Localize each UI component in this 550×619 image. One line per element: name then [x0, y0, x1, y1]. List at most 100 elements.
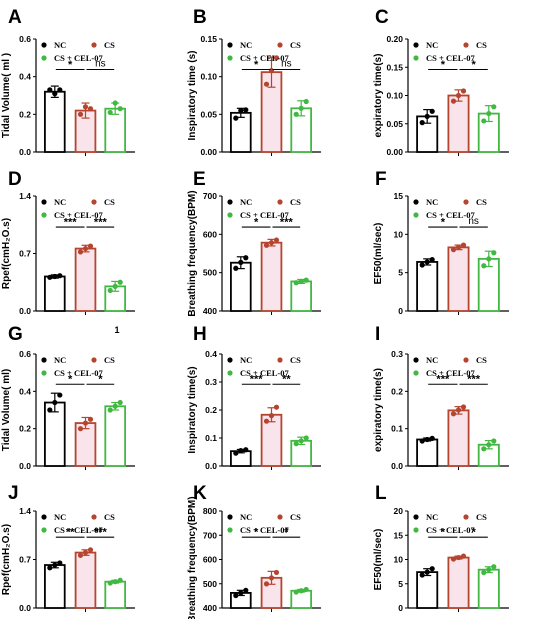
data-point [117, 577, 123, 583]
y-tick-label: 0.0 [391, 461, 403, 471]
data-point [107, 580, 113, 586]
data-point [460, 88, 467, 94]
bar [104, 405, 127, 467]
data-point [87, 106, 94, 112]
data-point [273, 55, 280, 61]
data-point [117, 279, 123, 285]
significance-label: * [98, 374, 103, 386]
y-axis-label: Breathing frequency(BPM) [187, 496, 198, 619]
y-tick-label: 0.0 [19, 147, 31, 157]
y-axis-label: Rpef(cmH₂O.s) [1, 218, 12, 289]
data-point [233, 115, 239, 121]
significance-label: *** [64, 217, 78, 229]
panel-letter: F [375, 169, 387, 190]
data-point [298, 588, 304, 594]
legend-marker [413, 357, 419, 363]
y-axis-label: Inspiratory time(s) [187, 366, 198, 453]
legend-marker [41, 370, 47, 376]
data-point [57, 87, 63, 93]
figure-stray-label: 1 [114, 325, 119, 335]
legend-label: CS [104, 355, 115, 365]
data-point [263, 418, 270, 424]
y-tick-label: 700 [203, 191, 217, 201]
data-point [450, 556, 457, 562]
data-point [82, 245, 89, 252]
legend-label: NC [54, 512, 66, 522]
data-point [424, 259, 430, 265]
legend-marker [463, 42, 469, 48]
y-axis-label: Tidal Volume( ml) [1, 369, 12, 451]
significance-label: * [254, 59, 259, 71]
legend-label: CS [476, 355, 487, 365]
legend-marker [277, 514, 283, 520]
data-point [460, 553, 467, 559]
legend-marker [41, 55, 47, 61]
y-axis-label: expiratory time(s) [373, 368, 384, 452]
legend-label: CS + CEL-07 [240, 53, 290, 63]
legend-label: NC [54, 197, 66, 207]
data-point [419, 262, 425, 268]
y-axis-label: Breathing frequency(BPM) [187, 190, 198, 316]
data-point [298, 105, 304, 111]
data-point [460, 404, 467, 410]
legend-marker [463, 357, 469, 363]
data-point [243, 107, 249, 113]
y-tick-label: 1.4 [19, 506, 31, 516]
data-point [233, 450, 239, 456]
legend-marker [227, 55, 233, 61]
data-point [82, 104, 89, 110]
y-tick-label: 0.4 [19, 386, 31, 396]
y-tick-label: 0.7 [19, 555, 31, 565]
y-axis-label: EF50(ml/sec) [373, 529, 384, 591]
y-tick-label: 0.4 [19, 72, 31, 82]
y-tick-label: 0.3 [205, 377, 217, 387]
data-point [273, 569, 280, 576]
data-point [481, 263, 487, 269]
y-tick-label: 0.20 [386, 34, 403, 44]
significance-label: * [68, 374, 73, 386]
significance-label: *** [94, 527, 108, 539]
data-point [455, 92, 462, 99]
data-point [293, 589, 299, 595]
legend-label: NC [426, 40, 438, 50]
legend-label: CS + CEL-07 [54, 53, 104, 63]
data-point [450, 247, 457, 253]
y-tick-label: 700 [203, 530, 217, 540]
y-tick-label: 0.00 [386, 147, 403, 157]
bar [44, 275, 66, 312]
data-point [481, 118, 487, 124]
legend-marker [227, 370, 233, 376]
legend-marker [91, 514, 97, 520]
y-tick-label: 10 [394, 555, 404, 565]
data-point [77, 552, 84, 558]
bar [290, 280, 312, 312]
y-tick-label: 0 [398, 306, 403, 316]
data-point [450, 98, 457, 104]
data-point [57, 392, 63, 398]
significance-label: * [441, 527, 446, 539]
legend-label: CS [290, 40, 301, 50]
significance-label: *** [250, 374, 264, 386]
data-point [429, 566, 435, 572]
data-point [82, 420, 89, 426]
panel-letter: J [8, 483, 19, 504]
significance-label: * [68, 59, 73, 71]
legend-marker [227, 42, 233, 48]
data-point [263, 242, 270, 248]
legend-label: NC [240, 355, 252, 365]
y-tick-label: 15 [394, 191, 404, 201]
data-point [424, 436, 430, 443]
bar [44, 90, 66, 153]
data-point [424, 113, 430, 120]
data-point [303, 98, 309, 105]
legend-label: NC [426, 355, 438, 365]
data-point [486, 442, 492, 448]
y-tick-label: 0.2 [391, 386, 403, 396]
legend-marker [91, 357, 97, 363]
y-tick-label: 0.10 [200, 72, 217, 82]
